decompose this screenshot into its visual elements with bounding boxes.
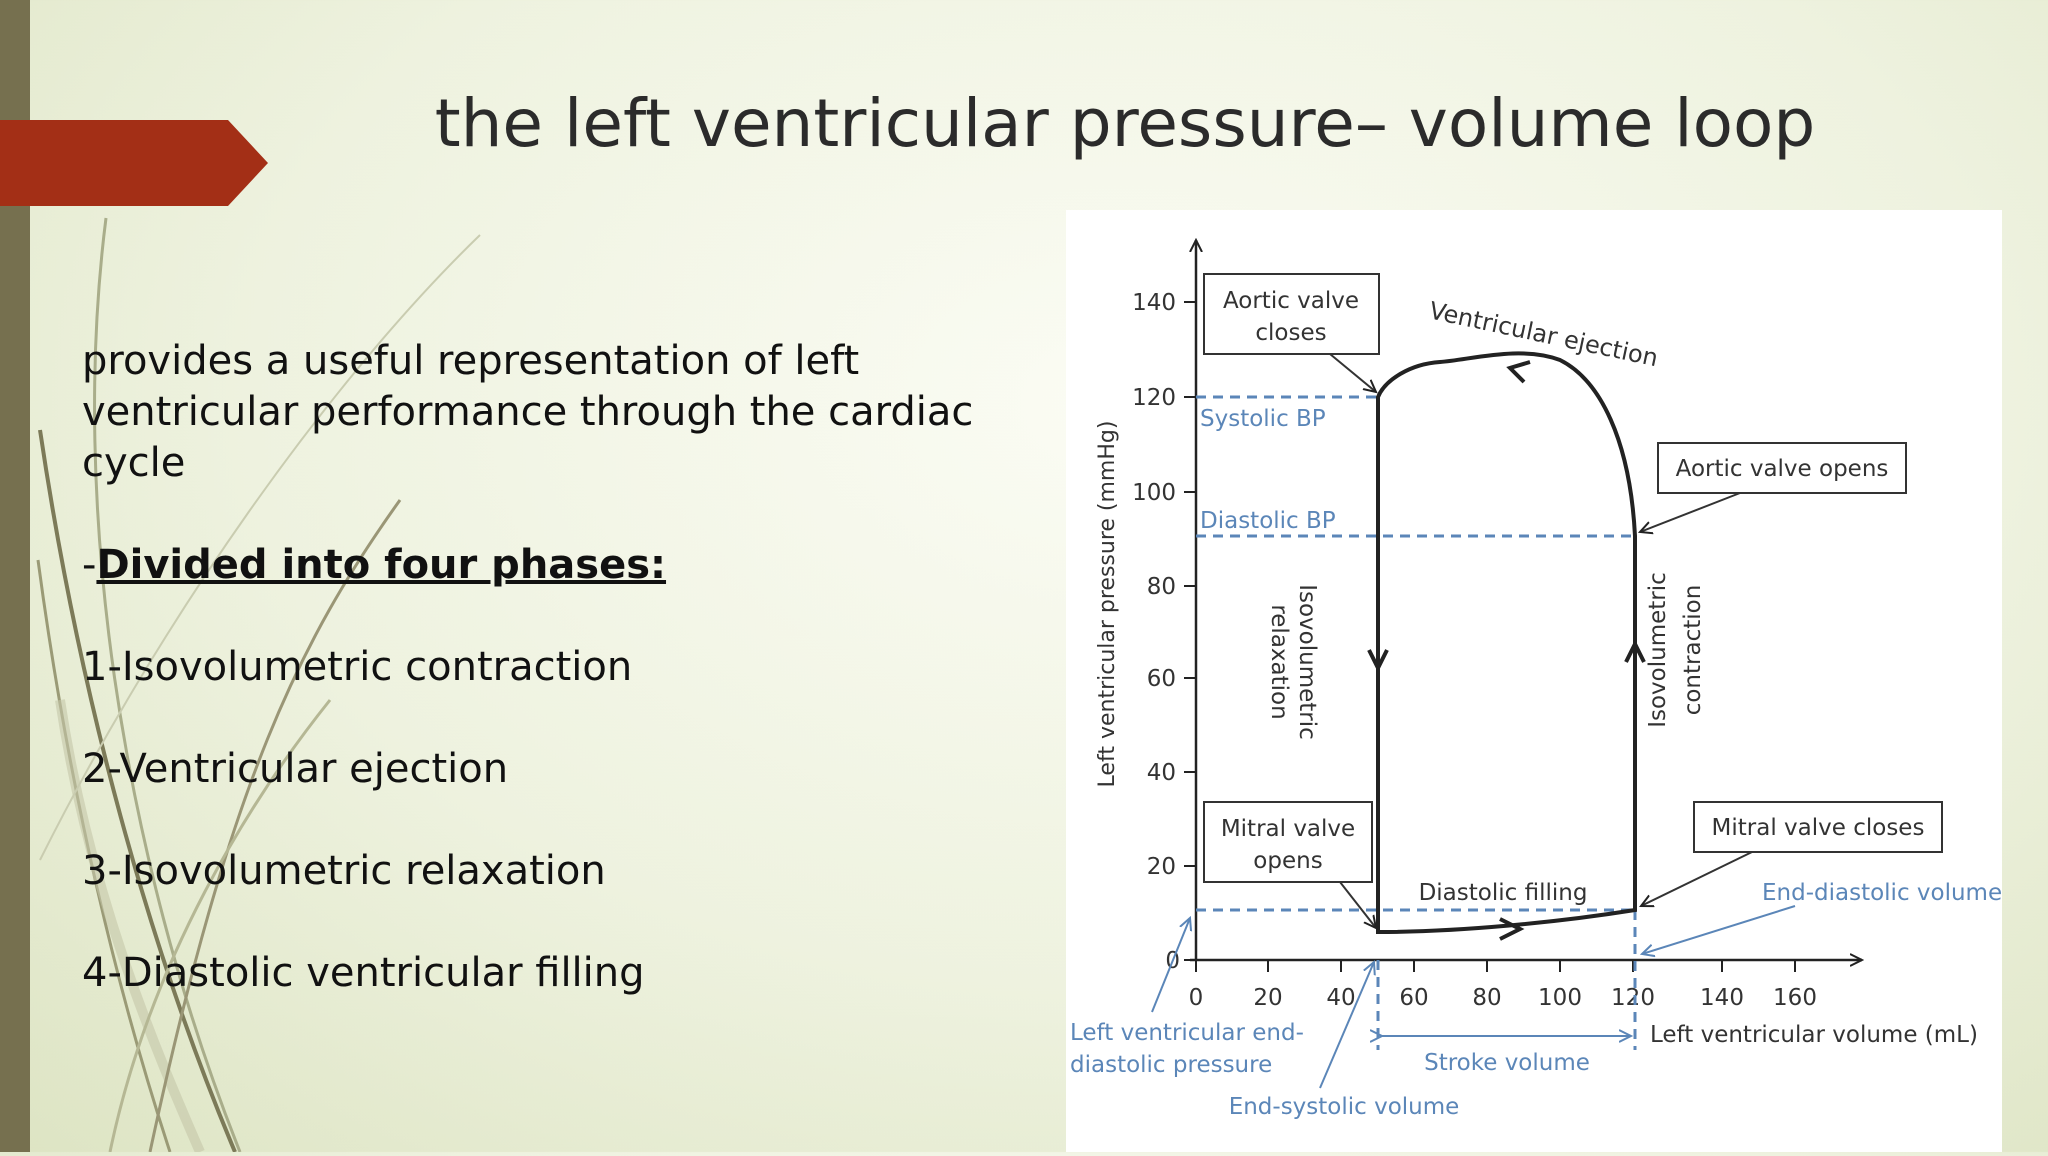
- decorative-grass-strokes: [36, 217, 481, 1152]
- x-tick-labels: 0 20 40 60 80 100 120 140 160: [1189, 985, 1817, 1011]
- aortic-closes-line2: closes: [1255, 320, 1326, 346]
- aortic-opens-text: Aortic valve opens: [1676, 456, 1889, 482]
- phase-item-1: 1-Isovolumetric contraction: [82, 644, 633, 690]
- y-tick-label: 40: [1147, 760, 1176, 786]
- title-accent-arrow: [0, 120, 268, 206]
- filling-arrow: [1499, 917, 1525, 941]
- slide-body: provides a useful representation of left…: [82, 336, 982, 1050]
- x-tick-label: 0: [1189, 985, 1204, 1011]
- y-axis-title: Left ventricular pressure (mmHg): [1095, 421, 1120, 788]
- mitral-closes-text: Mitral valve closes: [1712, 815, 1925, 841]
- lved-pressure-line1: Left ventricular end-: [1070, 1020, 1304, 1046]
- phase-item-4: 4-Diastolic ventricular filling: [82, 950, 645, 996]
- phase-item-2: 2-Ventricular ejection: [82, 746, 509, 792]
- lved-pressure-line2: diastolic pressure: [1070, 1052, 1272, 1078]
- ejection-arrow: [1506, 360, 1531, 384]
- stroke-volume-label: Stroke volume: [1424, 1050, 1590, 1076]
- diastolic-bp-label: Diastolic BP: [1200, 508, 1336, 534]
- isovolumetric-relaxation-line2: relaxation: [1266, 604, 1292, 719]
- y-axis-ticks: [1184, 301, 1196, 961]
- x-tick-label: 160: [1773, 985, 1817, 1011]
- isovolumetric-contraction-line2: contraction: [1680, 585, 1706, 716]
- end-diastolic-volume-pointer: [1642, 905, 1796, 954]
- isovolumetric-relaxation-line1: Isovolumetric: [1294, 584, 1320, 740]
- x-tick-label: 60: [1399, 985, 1428, 1011]
- aortic-opens-pointer: [1640, 492, 1741, 532]
- heading-prefix: -: [82, 542, 97, 588]
- x-axis-title: Left ventricular volume (mL): [1650, 1022, 1978, 1048]
- aortic-closes-line1: Aortic valve: [1223, 288, 1359, 314]
- aortic-closes-pointer: [1329, 353, 1376, 392]
- phases-heading: Divided into four phases:: [96, 542, 667, 588]
- end-diastolic-volume-label: End-diastolic volume: [1762, 880, 2002, 906]
- mitral-opens-pointer: [1339, 881, 1376, 928]
- isovolumetric-contraction-line1: Isovolumetric: [1645, 572, 1671, 728]
- mitral-valve-opens-box: [1203, 801, 1373, 883]
- phase-item-3: 3-Isovolumetric relaxation: [82, 848, 606, 894]
- mitral-opens-line1: Mitral valve: [1221, 816, 1355, 842]
- mitral-closes-pointer: [1641, 851, 1753, 906]
- aortic-valve-opens-box: [1657, 442, 1907, 494]
- phases-heading-row: -Divided into four phases:: [82, 540, 982, 591]
- y-tick-label: 140: [1132, 290, 1176, 316]
- mitral-opens-line2: opens: [1253, 848, 1322, 874]
- slide-title: the left ventricular pressure– volume lo…: [434, 85, 1816, 162]
- mitral-valve-closes-box: [1693, 801, 1943, 853]
- contraction-up-arrow: [1624, 639, 1646, 663]
- lved-pressure-pointer: [1151, 918, 1190, 1013]
- aortic-valve-closes-box: [1203, 273, 1380, 355]
- relaxation-down-arrow: [1367, 649, 1389, 673]
- diastolic-filling-label: Diastolic filling: [1419, 880, 1588, 906]
- y-tick-label: 80: [1147, 574, 1176, 600]
- x-tick-label: 20: [1253, 985, 1282, 1011]
- x-tick-label: 40: [1326, 985, 1355, 1011]
- pressure-volume-loop: [1376, 351, 1637, 935]
- x-tick-label: 80: [1472, 985, 1501, 1011]
- y-tick-label: 20: [1147, 854, 1176, 880]
- x-tick-label: 140: [1700, 985, 1744, 1011]
- x-tick-label: 100: [1538, 985, 1582, 1011]
- end-systolic-volume-label: End-systolic volume: [1229, 1094, 1460, 1120]
- pv-loop-figure: 0 20 40 60 80 100 120 140 0 20 40 60 80: [1066, 210, 2002, 1152]
- systolic-bp-label: Systolic BP: [1200, 406, 1326, 432]
- y-tick-label: 100: [1132, 480, 1176, 506]
- intro-text: provides a useful representation of left…: [82, 338, 974, 486]
- pv-loop-diagram: 0 20 40 60 80 100 120 140 0 20 40 60 80: [1070, 210, 2002, 1120]
- x-tick-label: 120: [1611, 985, 1655, 1011]
- y-tick-label: 60: [1147, 666, 1176, 692]
- x-axis-ticks: [1195, 960, 1796, 972]
- reference-dashed-lines: [1196, 395, 1637, 1050]
- end-systolic-volume-pointer: [1319, 962, 1374, 1089]
- y-tick-labels: 0 20 40 60 80 100 120 140: [1132, 290, 1180, 974]
- y-tick-label: 120: [1132, 385, 1176, 411]
